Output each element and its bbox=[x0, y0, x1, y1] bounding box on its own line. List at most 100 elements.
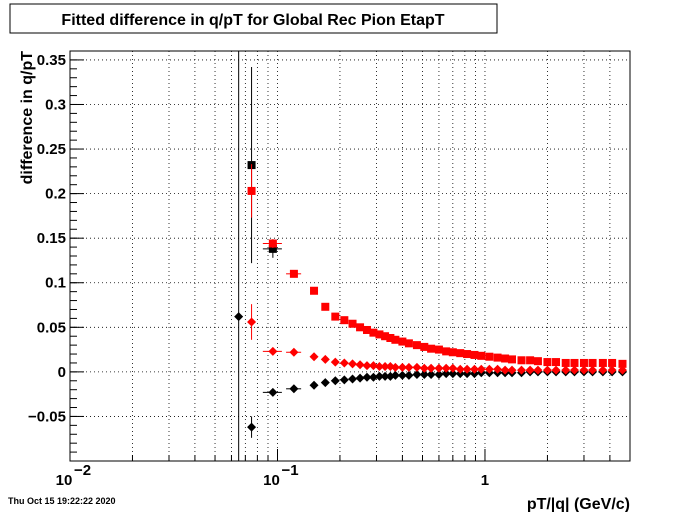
series-0 bbox=[247, 67, 282, 264]
data-point bbox=[397, 362, 407, 372]
data-point bbox=[375, 330, 384, 339]
data-point bbox=[543, 358, 552, 367]
data-point bbox=[412, 341, 421, 350]
data-point bbox=[426, 363, 436, 373]
data-point bbox=[476, 364, 486, 374]
x-tick-label: 10 bbox=[263, 472, 280, 489]
data-point bbox=[607, 365, 617, 375]
data-point bbox=[268, 387, 278, 397]
data-point bbox=[570, 358, 579, 367]
data-point bbox=[391, 335, 400, 344]
data-point bbox=[320, 378, 330, 388]
data-point bbox=[542, 365, 552, 375]
data-point bbox=[374, 362, 384, 372]
data-point bbox=[456, 349, 465, 358]
data-point bbox=[268, 346, 278, 356]
data-point bbox=[355, 373, 365, 383]
y-axis-title: difference in q/pT bbox=[19, 51, 36, 185]
data-point bbox=[493, 364, 503, 374]
data-point bbox=[469, 364, 479, 374]
data-point bbox=[552, 358, 561, 367]
y-tick-label: 0.2 bbox=[45, 186, 66, 203]
data-point bbox=[368, 361, 378, 371]
data-point bbox=[448, 363, 458, 373]
chart-title: Fitted difference in q/pT for Global Rec… bbox=[61, 12, 444, 29]
data-point bbox=[448, 369, 458, 379]
data-point bbox=[569, 365, 579, 375]
data-point bbox=[356, 323, 365, 332]
data-point bbox=[420, 342, 429, 351]
data-point bbox=[617, 365, 627, 375]
data-point bbox=[484, 364, 494, 374]
data-point bbox=[441, 369, 451, 379]
y-tick-label: −0.05 bbox=[28, 408, 66, 425]
data-point bbox=[362, 372, 372, 382]
data-point bbox=[427, 344, 436, 353]
data-point bbox=[348, 374, 358, 384]
data-point bbox=[463, 350, 472, 359]
data-point bbox=[434, 370, 444, 380]
series-1 bbox=[247, 164, 627, 368]
y-tick-label: 0.35 bbox=[37, 52, 66, 69]
data-point bbox=[289, 347, 299, 357]
data-point bbox=[368, 372, 378, 382]
y-tick-labels: −0.05 0 0.05 0.1 0.15 0.2 0.25 0.3 0.35 bbox=[28, 52, 66, 426]
timestamp: Thu Oct 15 19:22:22 2020 bbox=[8, 496, 116, 506]
data-point bbox=[390, 362, 400, 372]
y-tick-label: 0.3 bbox=[45, 96, 66, 113]
data-point bbox=[289, 384, 299, 394]
data-point bbox=[348, 319, 357, 328]
data-point bbox=[462, 364, 472, 374]
title-box bbox=[9, 3, 498, 34]
data-point bbox=[500, 365, 510, 375]
data-point bbox=[579, 365, 589, 375]
data-point bbox=[381, 332, 390, 341]
data-point bbox=[526, 356, 535, 365]
data-point bbox=[234, 312, 244, 322]
data-point bbox=[321, 302, 330, 311]
data-point bbox=[310, 286, 319, 295]
plot-frame bbox=[69, 50, 631, 462]
data-point bbox=[404, 362, 414, 372]
y-tick-label: 0.1 bbox=[45, 275, 66, 292]
series-2 bbox=[234, 312, 627, 438]
data-point bbox=[588, 365, 598, 375]
data-point bbox=[455, 364, 465, 374]
x-tick-label-exponent: −2 bbox=[74, 462, 91, 479]
data-point bbox=[398, 337, 407, 346]
data-point bbox=[340, 316, 349, 325]
data-point bbox=[348, 359, 358, 369]
data-point bbox=[369, 328, 378, 337]
data-point bbox=[561, 358, 570, 367]
y-tick-label: 0.05 bbox=[37, 319, 66, 336]
data-point bbox=[268, 244, 277, 253]
data-point bbox=[404, 339, 413, 348]
data-point bbox=[247, 317, 257, 327]
data-point bbox=[517, 365, 527, 375]
data-point bbox=[390, 370, 400, 380]
data-point bbox=[551, 365, 561, 375]
data-point bbox=[442, 347, 451, 356]
data-point bbox=[412, 370, 422, 380]
data-point bbox=[380, 362, 390, 372]
data-point bbox=[339, 375, 349, 385]
data-point bbox=[598, 358, 607, 367]
data-point bbox=[247, 186, 256, 195]
data-point bbox=[441, 363, 451, 373]
data-point bbox=[533, 357, 542, 366]
data-point bbox=[289, 269, 298, 278]
data-point bbox=[330, 357, 340, 367]
data-point bbox=[397, 370, 407, 380]
data-point bbox=[579, 358, 588, 367]
data-point bbox=[412, 362, 422, 372]
data-point bbox=[404, 370, 414, 380]
data-point bbox=[517, 356, 526, 365]
data-point bbox=[561, 365, 571, 375]
data-point bbox=[247, 422, 257, 432]
data-point bbox=[608, 358, 617, 367]
data-point bbox=[588, 358, 597, 367]
data-point bbox=[374, 371, 384, 381]
data-point bbox=[426, 370, 436, 380]
series-3 bbox=[247, 304, 627, 375]
